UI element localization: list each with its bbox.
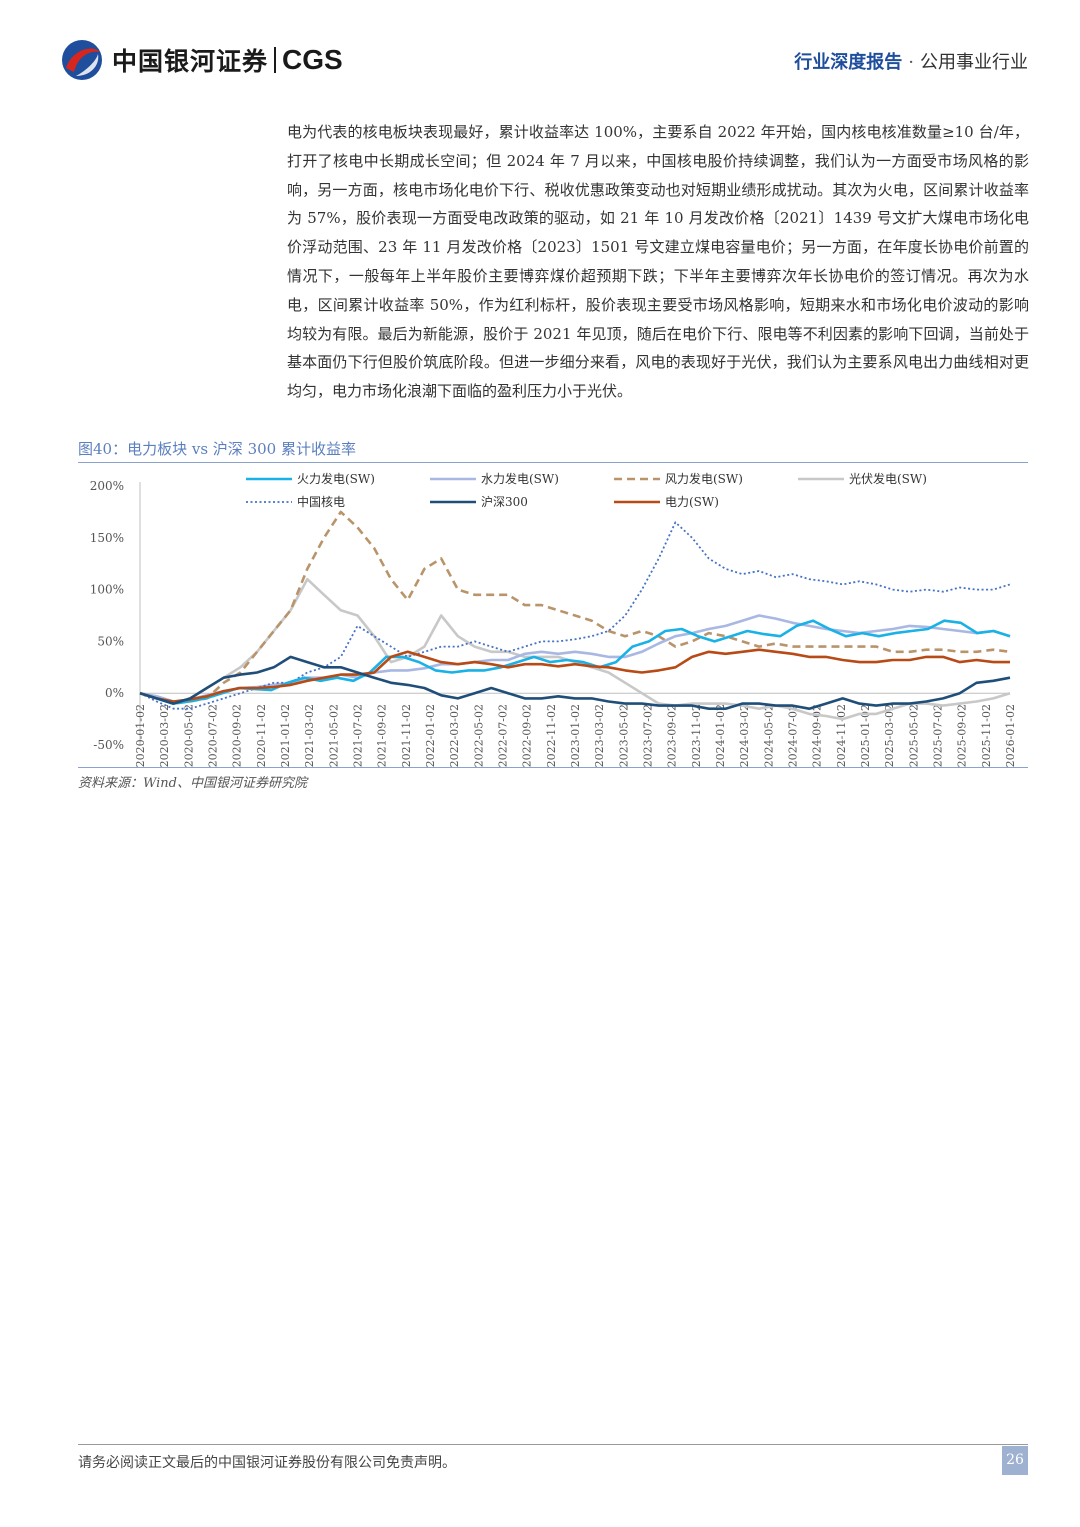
x-tick-label: 2022-11-02 [545, 704, 558, 767]
x-tick-label: 2024-03-02 [738, 704, 751, 767]
x-tick-label: 2023-07-02 [642, 704, 655, 767]
figure-source: 资料来源：Wind、中国银河证券研究院 [78, 776, 307, 791]
legend-label: 光伏发电(SW) [849, 471, 927, 486]
logo-text: 中国银河证券 [112, 47, 269, 76]
x-tick-label: 2022-05-02 [472, 704, 485, 767]
x-tick-label: 2026-01-02 [1004, 704, 1017, 767]
x-tick-label: 2024-05-02 [762, 704, 775, 767]
x-tick-label: 2025-09-02 [956, 704, 969, 767]
y-tick-label: 50% [97, 634, 124, 648]
series-line [139, 619, 1011, 705]
header-separator: · [908, 52, 914, 73]
series-line [139, 648, 1010, 703]
y-tick-label: 150% [90, 531, 124, 545]
x-tick-label: 2023-11-02 [690, 704, 703, 767]
report-type: 行业深度报告 [794, 52, 903, 73]
x-tick-label: 2021-05-02 [327, 704, 340, 767]
legend-label: 风力发电(SW) [665, 471, 743, 486]
figure-title: 图40：电力板块 vs 沪深 300 累计收益率 [78, 440, 356, 458]
figure-bottom-rule [78, 767, 1028, 768]
x-tick-label: 2022-01-02 [424, 704, 437, 767]
page-header: 中国银河证券 CGS 行业深度报告 · 公用事业行业 [0, 0, 1080, 100]
x-tick-label: 2020-09-02 [231, 704, 244, 767]
x-tick-label: 2021-09-02 [376, 704, 389, 767]
figure-top-rule [78, 462, 1028, 463]
logo-separator [274, 47, 277, 73]
company-logo: 中国银河证券 CGS [60, 38, 343, 82]
x-tick-label: 2025-05-02 [907, 704, 920, 767]
legend-label: 火力发电(SW) [297, 471, 375, 486]
series-line [139, 510, 1011, 705]
x-tick-label: 2023-01-02 [569, 704, 582, 767]
x-tick-label: 2021-11-02 [400, 704, 413, 767]
legend-label: 中国核电 [297, 494, 345, 509]
x-tick-label: 2020-07-02 [207, 704, 220, 767]
x-tick-label: 2021-03-02 [303, 704, 316, 767]
x-tick-label: 2021-07-02 [352, 704, 365, 767]
industry-name: 公用事业行业 [920, 52, 1028, 73]
series-line [139, 655, 1011, 710]
x-tick-label: 2022-09-02 [521, 704, 534, 767]
y-tick-label: 100% [90, 583, 124, 597]
series-line [139, 521, 1011, 710]
y-tick-label: 200% [90, 479, 124, 493]
x-tick-label: 2024-07-02 [787, 704, 800, 767]
y-tick-label: 0% [105, 686, 124, 700]
body-paragraph: 电为代表的核电板块表现最好，累计收益率达 100%，主要系自 2022 年开始，… [287, 123, 1029, 401]
galaxy-logo-icon [62, 40, 102, 80]
cumulative-return-chart: -50% 0% 50% 100% 150% 200% 2020-01-02 2020-03-0… [90, 471, 1017, 767]
logo-cgs: CGS [282, 44, 343, 75]
x-tick-label: 2025-01-02 [859, 704, 872, 767]
x-tick-label: 2024-09-02 [811, 704, 824, 767]
series-line [139, 614, 1011, 703]
legend-label: 沪深300 [481, 495, 528, 509]
footer-disclaimer: 请务必阅读正文最后的中国银河证券股份有限公司免责声明。 [78, 1455, 456, 1471]
x-tick-label: 2025-07-02 [932, 704, 945, 767]
x-tick-label: 2025-03-02 [883, 704, 896, 767]
x-tick-label: 2023-03-02 [593, 704, 606, 767]
page-number: 26 [1002, 1446, 1028, 1475]
x-tick-label: 2020-03-02 [158, 704, 171, 767]
x-tick-label: 2022-07-02 [497, 704, 510, 767]
report-category: 行业深度报告 · 公用事业行业 [794, 48, 1028, 74]
x-tick-label: 2024-11-02 [835, 704, 848, 767]
x-tick-label: 2020-11-02 [255, 704, 268, 767]
x-tick-label: 2020-01-02 [134, 704, 147, 767]
x-tick-label: 2023-05-02 [617, 704, 630, 767]
x-tick-label: 2025-11-02 [980, 704, 993, 767]
footer-rule [78, 1444, 1028, 1445]
x-tick-label: 2023-09-02 [666, 704, 679, 767]
legend-label: 水力发电(SW) [481, 471, 559, 486]
y-tick-label: -50% [93, 738, 124, 752]
x-tick-label: 2020-05-02 [182, 704, 195, 767]
x-tick-label: 2021-01-02 [279, 704, 292, 767]
legend-label: 电力(SW) [665, 495, 719, 509]
x-tick-label: 2022-03-02 [448, 704, 461, 767]
x-tick-label: 2024-01-02 [714, 704, 727, 767]
